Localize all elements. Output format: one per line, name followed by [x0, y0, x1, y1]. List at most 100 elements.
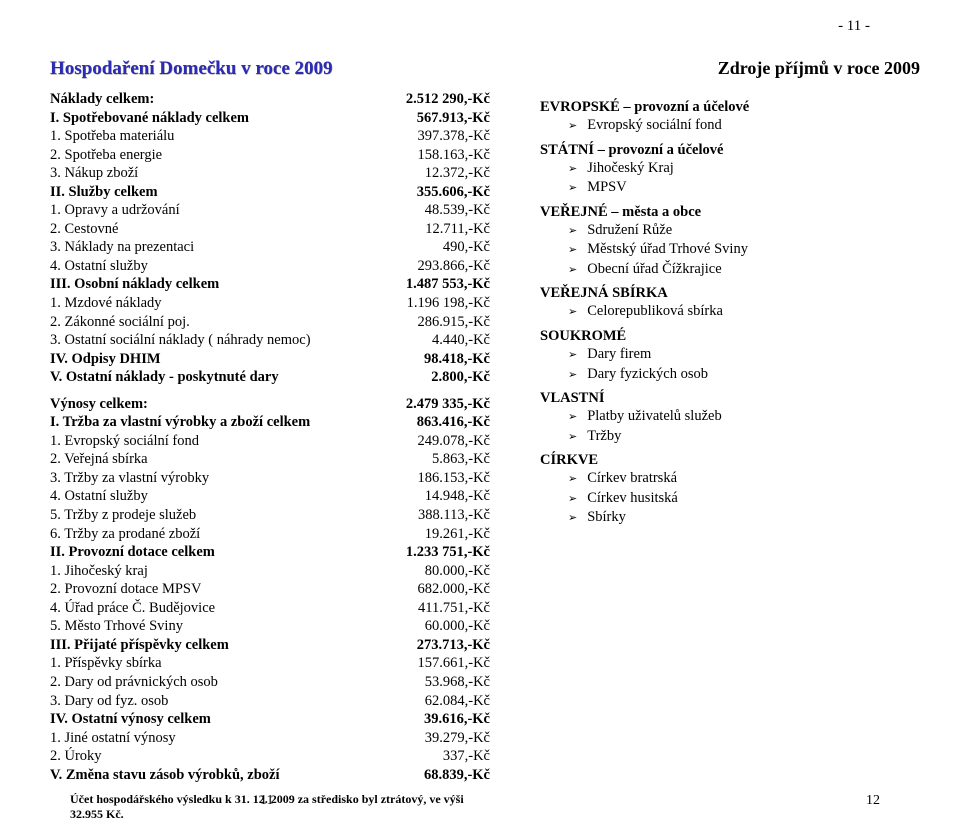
bullet-text: Jihočeský Kraj	[587, 159, 674, 179]
bullet-icon: ➢	[568, 181, 577, 196]
row-label: 1. Opravy a udržování	[50, 201, 180, 220]
page-number-top: - 11 -	[838, 18, 870, 35]
table-row: I. Tržba za vlastní výrobky a zboží celk…	[50, 413, 490, 432]
page-number-right: 12	[866, 793, 880, 809]
source-section-title: VLASTNÍ	[540, 390, 920, 407]
row-label: 3. Ostatní sociální náklady ( náhrady ne…	[50, 331, 311, 350]
row-value: 68.839,-Kč	[416, 766, 490, 785]
source-bullet-list: ➢Celorepubliková sbírka	[568, 302, 920, 322]
page-number-left: 11	[260, 793, 273, 809]
row-value: 14.948,-Kč	[417, 487, 490, 506]
source-bullet-list: ➢Platby uživatelů služeb➢Tržby	[568, 407, 920, 446]
row-label: V. Ostatní náklady - poskytnuté dary	[50, 368, 279, 387]
row-label: 2. Cestovné	[50, 220, 118, 239]
row-label: 1. Příspěvky sbírka	[50, 654, 162, 673]
row-value: 53.968,-Kč	[417, 673, 490, 692]
row-label: 4. Úřad práce Č. Budějovice	[50, 599, 215, 618]
right-column: Zdroje příjmů v roce 2009 EVROPSKÉ – pro…	[540, 58, 920, 822]
row-label: Výnosy celkem:	[50, 395, 148, 414]
table-row: 1. Jihočeský kraj 80.000,-Kč	[50, 562, 490, 581]
row-value: 411.751,-Kč	[410, 599, 490, 618]
table-row: III. Osobní náklady celkem1.487 553,-Kč	[50, 275, 490, 294]
bullet-icon: ➢	[568, 472, 577, 487]
bullet-text: Evropský sociální fond	[587, 116, 722, 136]
table-row: 3. Tržby za vlastní výrobky 186.153,-Kč	[50, 469, 490, 488]
bullet-icon: ➢	[568, 511, 577, 526]
row-value: 293.866,-Kč	[410, 257, 491, 276]
source-bullet-list: ➢Jihočeský Kraj➢MPSV	[568, 159, 920, 198]
row-value: 567.913,-Kč	[409, 109, 490, 128]
row-label: 2. Úroky	[50, 747, 102, 766]
table-row: 1. Příspěvky sbírka 157.661,-Kč	[50, 654, 490, 673]
row-value: 682.000,-Kč	[410, 580, 491, 599]
row-value: 2.479 335,-Kč	[398, 395, 490, 414]
table-row: 2. Cestovné12.711,-Kč	[50, 220, 490, 239]
row-value: 186.153,-Kč	[410, 469, 491, 488]
table-row: 1. Spotřeba materiálu 397.378,-Kč	[50, 127, 490, 146]
bullet-text: Sdružení Růže	[587, 221, 672, 241]
row-value: 388.113,-Kč	[410, 506, 490, 525]
source-section-title: VEŘEJNÉ – města a obce	[540, 204, 920, 221]
source-bullet: ➢Celorepubliková sbírka	[568, 302, 920, 322]
row-value: 48.539,-Kč	[417, 201, 490, 220]
row-label: Náklady celkem:	[50, 90, 154, 109]
bullet-icon: ➢	[568, 243, 577, 258]
row-label: II. Služby celkem	[50, 183, 158, 202]
bullet-text: Dary fyzických osob	[587, 365, 708, 385]
row-label: 2. Zákonné sociální poj.	[50, 313, 190, 332]
source-bullet-list: ➢Dary firem➢ Dary fyzických osob	[568, 345, 920, 384]
row-label: 4. Ostatní služby	[50, 487, 148, 506]
table-row: III. Přijaté příspěvky celkem273.713,-Kč	[50, 636, 490, 655]
source-bullet: ➢Dary firem	[568, 345, 920, 365]
row-label: 1. Spotřeba materiálu	[50, 127, 174, 146]
row-label: 6. Tržby za prodané zboží	[50, 525, 200, 544]
row-value: 12.372,-Kč	[417, 164, 490, 183]
row-value: 60.000,-Kč	[417, 617, 490, 636]
source-section-title: CÍRKVE	[540, 452, 920, 469]
table-row: 3. Dary od fyz. osob62.084,-Kč	[50, 692, 490, 711]
table-row: 2. Zákonné sociální poj. 286.915,-Kč	[50, 313, 490, 332]
row-value: 1.196 198,-Kč	[399, 294, 490, 313]
table-row: 5. Tržby z prodeje služeb 388.113,-Kč	[50, 506, 490, 525]
row-value: 80.000,-Kč	[417, 562, 490, 581]
row-label: 5. Tržby z prodeje služeb	[50, 506, 196, 525]
row-label: 1. Evropský sociální fond	[50, 432, 199, 451]
row-label: 2. Veřejná sbírka	[50, 450, 148, 469]
source-bullet: ➢Městský úřad Trhové Sviny	[568, 240, 920, 260]
row-value: 157.661,-Kč	[410, 654, 491, 673]
row-value: 863.416,-Kč	[409, 413, 490, 432]
row-label: 1. Jiné ostatní výnosy	[50, 729, 176, 748]
source-bullet: ➢Církev husitská	[568, 489, 920, 509]
table-row: 4. Úřad práce Č. Budějovice 411.751,-Kč	[50, 599, 490, 618]
table-row: 4. Ostatní služby 14.948,-Kč	[50, 487, 490, 506]
row-label: 3. Tržby za vlastní výrobky	[50, 469, 209, 488]
bullet-text: Celorepubliková sbírka	[587, 302, 723, 322]
bullet-icon: ➢	[568, 492, 577, 507]
table-row: IV. Odpisy DHIM98.418,-Kč	[50, 350, 490, 369]
table-row: 3. Nákup zboží12.372,-Kč	[50, 164, 490, 183]
right-title: Zdroje příjmů v roce 2009	[540, 58, 920, 79]
row-value: 286.915,-Kč	[410, 313, 491, 332]
table-row: II. Provozní dotace celkem1.233 751,-Kč	[50, 543, 490, 562]
source-bullet: ➢Tržby	[568, 427, 920, 447]
row-label: III. Osobní náklady celkem	[50, 275, 219, 294]
row-value: 397.378,-Kč	[410, 127, 491, 146]
row-value: 98.418,-Kč	[416, 350, 490, 369]
row-value: 249.078,-Kč	[410, 432, 491, 451]
source-bullet: ➢Evropský sociální fond	[568, 116, 920, 136]
table-row: 2. Veřejná sbírka5.863,-Kč	[50, 450, 490, 469]
table-row: 3. Náklady na prezentaci490,-Kč	[50, 238, 490, 257]
source-section-title: VEŘEJNÁ SBÍRKA	[540, 285, 920, 302]
bullet-icon: ➢	[568, 348, 577, 363]
row-value: 273.713,-Kč	[409, 636, 490, 655]
row-label: 5. Město Trhové Sviny	[50, 617, 183, 636]
table-row: 1. Evropský sociální fond 249.078,-Kč	[50, 432, 490, 451]
row-label: 1. Jihočeský kraj	[50, 562, 148, 581]
table-row: 2. Úroky337,-Kč	[50, 747, 490, 766]
row-label: 2. Provozní dotace MPSV	[50, 580, 201, 599]
sources-list: EVROPSKÉ – provozní a účelové➢Evropský s…	[540, 99, 920, 528]
table-row: 1. Mzdové náklady1.196 198,-Kč	[50, 294, 490, 313]
table-row: IV. Ostatní výnosy celkem39.616,-Kč	[50, 710, 490, 729]
source-bullet: ➢Platby uživatelů služeb	[568, 407, 920, 427]
bullet-text: Tržby	[587, 427, 621, 447]
